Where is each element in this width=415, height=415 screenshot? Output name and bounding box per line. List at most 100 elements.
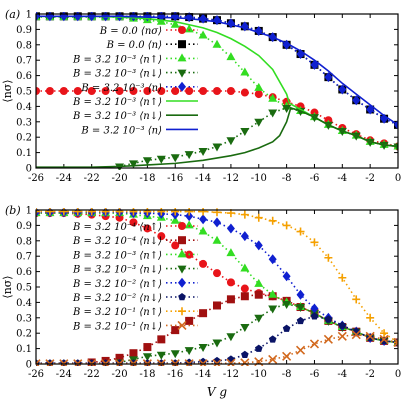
data-point: [338, 84, 347, 95]
data-point: [323, 334, 333, 344]
data-point: [198, 226, 208, 235]
data-point: [282, 104, 292, 113]
data-point: [296, 304, 306, 313]
data-point: [352, 95, 361, 106]
data-point: [199, 309, 208, 318]
legend: B = 0.0 ⟨nσ⟩ B = 0.0 ⟨n⟩ B = 3.2 10⁻³ ⟨n↑⟩…: [72, 26, 198, 136]
y-tick-label: 0.2: [16, 133, 32, 144]
data-point: [45, 87, 54, 95]
legend-marker: [177, 249, 187, 258]
data-point: [296, 227, 305, 236]
legend-label: B = 3.2 10⁻³ ⟨n⟩: [80, 83, 162, 94]
data-point: [240, 292, 249, 301]
legend-label: B = 3.2 10⁻³ ⟨n↓⟩: [72, 69, 162, 80]
data-point: [101, 208, 110, 216]
y-tick-label: 0.7: [16, 252, 32, 263]
data-point: [199, 259, 208, 268]
y-tick-label: 0: [26, 360, 32, 371]
x-tick-label: -6: [310, 173, 320, 184]
x-tick-label: -10: [251, 173, 267, 184]
data-point: [226, 358, 236, 366]
data-point: [240, 67, 250, 76]
data-point: [268, 109, 278, 118]
x-tick-label: -10: [251, 369, 267, 380]
y-tick-label: 0.1: [16, 148, 32, 159]
legend-marker: [178, 307, 186, 316]
data-point: [241, 350, 249, 358]
data-point: [268, 354, 278, 364]
legend-label: B = 0.0 ⟨n⟩: [106, 40, 163, 51]
data-point: [296, 316, 305, 325]
data-point: [268, 93, 278, 102]
x-tick-label: -8: [282, 173, 292, 184]
data-point: [171, 87, 180, 95]
data-point: [380, 329, 389, 338]
y-tick-label: 0.7: [16, 56, 32, 67]
legend-marker: [177, 265, 187, 274]
data-point: [309, 339, 320, 349]
y-tick-label: 0: [26, 164, 32, 175]
legend-label: B = 3.2 10⁻⁴ ⟨n↓⟩: [72, 236, 162, 247]
data-point: [87, 87, 96, 95]
x-tick-label: -8: [282, 369, 292, 380]
data-point: [240, 324, 250, 333]
y-tick-label: 0.4: [16, 102, 32, 113]
data-point: [324, 315, 333, 323]
data-point: [212, 339, 222, 348]
data-point: [338, 273, 347, 282]
data-point: [310, 238, 319, 247]
data-point: [212, 39, 222, 48]
data-point: [240, 284, 249, 293]
series-group: [36, 208, 398, 366]
x-tick-label: -20: [111, 173, 127, 184]
data-point: [254, 344, 263, 352]
panel-label: (a): [5, 8, 20, 21]
data-point: [129, 87, 138, 95]
x-tick-label: -16: [167, 173, 183, 184]
legend-marker: [178, 40, 186, 49]
data-point: [157, 232, 166, 241]
legend-label: B = 3.2 10⁻¹ ⟨n↑⟩: [72, 307, 162, 318]
data-point: [157, 208, 166, 216]
data-point: [226, 87, 235, 95]
y-tick-label: 1: [26, 10, 32, 21]
data-point: [240, 263, 250, 272]
legend-label: B = 3.2 10⁻³ ⟨n↑⟩: [72, 97, 162, 108]
data-point: [142, 157, 152, 166]
chart-panel-2: -26 -24 -22 -20 -18 -16 -14 -12 -10 -8 -6 -4 -2 000.1…: [1, 204, 401, 399]
data-point: [254, 314, 264, 323]
data-point: [142, 353, 152, 362]
series-group: [36, 12, 398, 170]
data-point: [254, 290, 263, 299]
data-point: [226, 333, 236, 342]
data-point: [226, 295, 235, 304]
data-point: [157, 87, 166, 95]
legend-marker: [178, 222, 186, 230]
legend-label: B = 3.2 10⁻³ ⟨n↑⟩: [72, 250, 162, 261]
data-point: [101, 87, 110, 95]
data-point: [170, 19, 180, 28]
x-tick-label: -22: [84, 369, 100, 380]
legend-marker: [178, 236, 186, 245]
x-tick-label: 0: [395, 369, 401, 380]
data-point: [337, 331, 347, 341]
data-point: [240, 88, 249, 97]
data-point: [143, 208, 152, 216]
x-tick-label: -2: [365, 173, 375, 184]
y-tick-label: 0.8: [16, 40, 32, 51]
x-tick-label: -14: [195, 173, 211, 184]
legend-label: B = 3.2 10⁻³ ⟨n↓⟩: [72, 111, 162, 122]
data-point: [254, 213, 263, 222]
y-tick-label: 0.9: [16, 221, 32, 232]
x-tick-label: -24: [56, 173, 72, 184]
data-point: [379, 334, 389, 344]
data-point: [282, 221, 291, 230]
data-point: [240, 358, 250, 366]
data-point: [226, 248, 236, 257]
data-point: [310, 312, 319, 320]
legend-label: B = 3.2 10⁻⁴ ⟨n↑⟩: [72, 222, 162, 233]
legend-label: B = 3.2 10⁻² ⟨n↓⟩: [72, 293, 162, 304]
x-tick-label: -4: [337, 173, 347, 184]
data-point: [240, 210, 249, 219]
data-point: [282, 324, 291, 332]
